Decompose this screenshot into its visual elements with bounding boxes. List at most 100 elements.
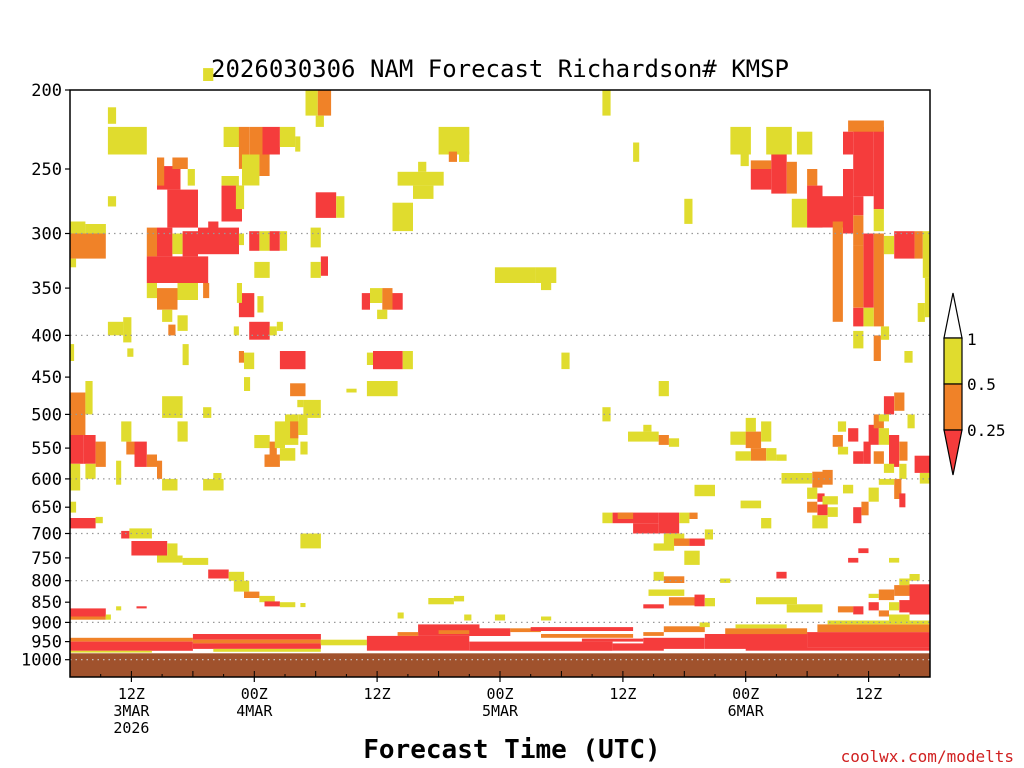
- heatmap-cell: [827, 507, 838, 517]
- heatmap-cell: [172, 157, 188, 169]
- heatmap-cell: [264, 601, 280, 607]
- heatmap-cell: [131, 541, 168, 556]
- heatmap-cell: [735, 624, 787, 629]
- heatmap-cell: [397, 171, 444, 186]
- heatmap-cell: [643, 632, 664, 636]
- heatmap-cell: [297, 399, 304, 408]
- heatmap-cell: [116, 460, 122, 485]
- heatmap-cell: [766, 126, 792, 155]
- heatmap-cell: [459, 151, 470, 162]
- legend-top-arrow: [943, 292, 963, 339]
- heatmap-cell: [653, 571, 664, 581]
- heatmap-cell: [192, 639, 321, 644]
- heatmap-cell: [453, 595, 465, 602]
- heatmap-cell: [832, 221, 843, 322]
- heatmap-cell: [658, 512, 680, 534]
- heatmap-cell: [107, 321, 124, 336]
- heatmap-cell: [883, 235, 895, 255]
- heatmap-cell: [735, 451, 751, 461]
- heatmap-cell: [123, 317, 132, 343]
- heatmap-cell: [70, 344, 75, 361]
- heatmap-cell: [883, 396, 895, 415]
- heatmap-cell: [70, 616, 106, 620]
- heatmap-cell: [704, 634, 808, 649]
- heatmap-cell: [617, 512, 634, 519]
- heatmap-cell: [602, 512, 613, 524]
- heatmap-cell: [242, 154, 260, 186]
- heatmap-cell: [177, 315, 188, 331]
- heatmap-cell: [832, 435, 843, 447]
- heatmap-cell: [812, 471, 823, 488]
- heatmap-cell: [899, 463, 907, 479]
- heatmap-cell: [336, 196, 345, 218]
- y-tick-label: 550: [31, 439, 62, 459]
- heatmap-cell: [541, 634, 634, 638]
- y-tick-label: 250: [31, 160, 62, 180]
- heatmap-cell: [397, 612, 404, 619]
- heatmap-cell: [70, 233, 106, 259]
- heatmap-cell: [602, 90, 611, 116]
- heatmap-cell: [904, 351, 913, 363]
- heatmap-cell: [182, 344, 189, 366]
- heatmap-cell: [146, 227, 157, 257]
- heatmap-cell: [413, 185, 434, 199]
- heatmap-cell: [873, 335, 881, 361]
- heatmap-cell: [223, 126, 239, 147]
- heatmap-cell: [663, 576, 685, 583]
- heatmap-cell: [121, 421, 132, 442]
- heatmap-cell: [863, 233, 874, 308]
- heatmap-cell: [873, 283, 884, 327]
- credit-text: coolwx.com/modelts: [841, 747, 1014, 766]
- heatmap-cell: [863, 307, 874, 327]
- heatmap-cell: [70, 641, 193, 651]
- heatmap-cell: [883, 463, 895, 473]
- heatmap-cell: [187, 169, 195, 186]
- heatmap-cell: [70, 608, 106, 617]
- heatmap-cell: [70, 392, 86, 435]
- heatmap-cell: [684, 550, 700, 565]
- heatmap-cell: [541, 616, 552, 621]
- heatmap-cell: [213, 648, 321, 652]
- heatmap-cell: [817, 493, 825, 502]
- heatmap-cell: [469, 628, 511, 636]
- heatmap-cell: [786, 604, 823, 613]
- heatmap-cell: [127, 348, 134, 357]
- heatmap-cell: [428, 598, 454, 605]
- heatmap-cell: [694, 594, 705, 607]
- heatmap-cell: [146, 256, 209, 283]
- heatmap-cell: [233, 326, 239, 336]
- heatmap-cell: [366, 381, 398, 397]
- heatmap-cell: [279, 126, 296, 147]
- x-tick-label: 00Z: [732, 685, 759, 703]
- x-tick-label: 2026: [113, 719, 149, 737]
- heatmap-cell: [907, 414, 915, 429]
- y-tick-label: 750: [31, 549, 62, 569]
- heatmap-cell: [249, 231, 260, 251]
- heatmap-cell: [848, 428, 859, 442]
- heatmap-cell: [300, 533, 321, 549]
- heatmap-cell: [95, 441, 106, 467]
- heatmap-cell: [689, 512, 698, 519]
- heatmap-cell: [295, 136, 301, 152]
- heatmap-cell: [70, 221, 86, 234]
- heatmap-cell: [796, 131, 813, 155]
- heatmap-cell: [535, 267, 557, 283]
- heatmap-cell: [909, 574, 920, 581]
- heatmap-cell: [116, 606, 122, 611]
- heatmap-cell: [878, 414, 889, 422]
- heatmap-cell: [257, 296, 264, 313]
- legend-bottom-arrow: [943, 429, 963, 476]
- heatmap-cell: [70, 518, 96, 529]
- heatmap-cell: [633, 523, 659, 534]
- legend-swatch-orange: [943, 383, 963, 431]
- heatmap-cell: [740, 154, 749, 167]
- heatmap-cell: [172, 233, 183, 255]
- heatmap-cell: [126, 441, 135, 455]
- heatmap-cell: [894, 231, 915, 259]
- heatmap-cell: [612, 643, 664, 651]
- y-tick-label: 950: [31, 633, 62, 653]
- heatmap-cell: [134, 441, 147, 467]
- heatmap-cell: [899, 441, 908, 461]
- y-tick-label: 600: [31, 470, 62, 490]
